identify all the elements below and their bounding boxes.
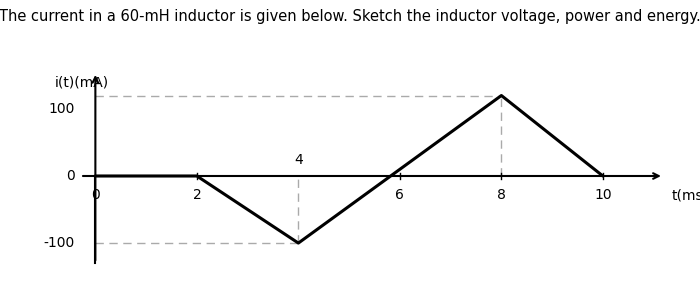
Text: The current in a 60-mH inductor is given below. Sketch the inductor voltage, pow: The current in a 60-mH inductor is given… — [0, 9, 700, 24]
Text: 100: 100 — [49, 102, 75, 116]
Text: i(t)(mA): i(t)(mA) — [55, 75, 109, 89]
Text: 0: 0 — [66, 169, 75, 183]
Text: 2: 2 — [193, 188, 202, 202]
Text: 0: 0 — [91, 188, 99, 202]
Text: 6: 6 — [395, 188, 405, 202]
Text: 8: 8 — [497, 188, 506, 202]
Text: 4: 4 — [294, 153, 302, 167]
Text: t(ms): t(ms) — [671, 188, 700, 202]
Text: 10: 10 — [594, 188, 612, 202]
Text: -100: -100 — [44, 236, 75, 250]
